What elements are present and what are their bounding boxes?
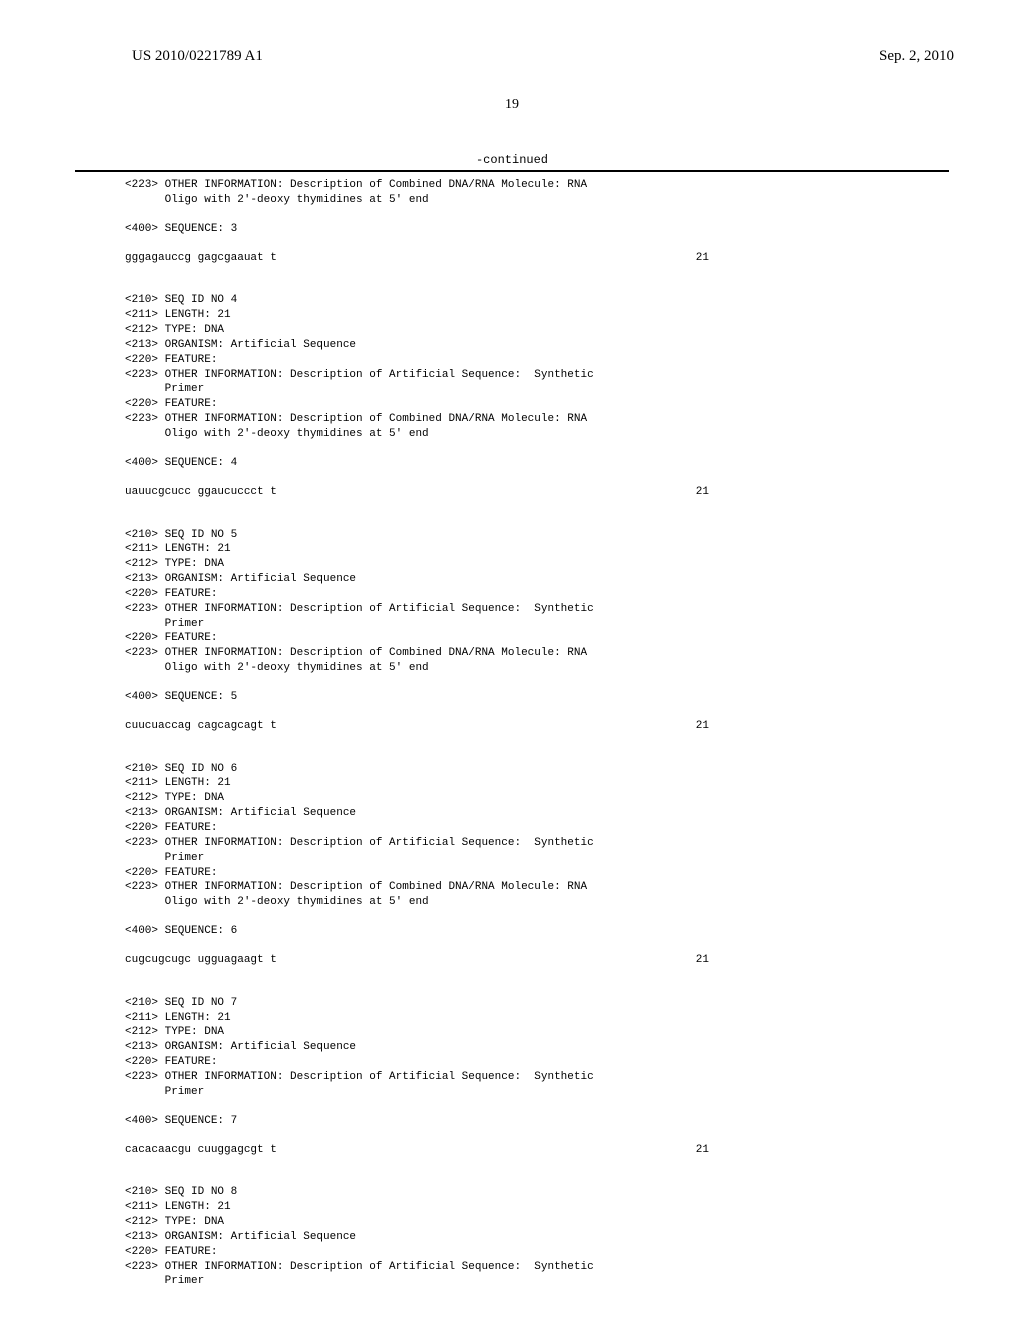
publication-date: Sep. 2, 2010 (879, 48, 954, 65)
seq-tag: <400> SEQUENCE: 5 (125, 690, 949, 705)
page-number: 19 (0, 97, 1024, 113)
seq-meta-line: <220> FEATURE: (125, 353, 949, 368)
seq-meta-line: Primer (125, 1274, 949, 1289)
seq-tag: <400> SEQUENCE: 4 (125, 456, 949, 471)
seq-meta-line: <213> ORGANISM: Artificial Sequence (125, 338, 949, 353)
seq-meta-line: <210> SEQ ID NO 4 (125, 293, 949, 308)
seq-meta-line: <213> ORGANISM: Artificial Sequence (125, 1040, 949, 1055)
seq-meta-line: <223> OTHER INFORMATION: Description of … (125, 1070, 949, 1085)
seq-meta-line: Primer (125, 851, 949, 866)
sequence-row: uauucgcucc ggaucuccct t 21 (125, 485, 949, 500)
sequence-listing: <223> OTHER INFORMATION: Description of … (0, 172, 1024, 1289)
seq-tag: <400> SEQUENCE: 7 (125, 1114, 949, 1129)
seq-meta-line: <211> LENGTH: 21 (125, 542, 949, 557)
sequence-text: uauucgcucc ggaucuccct t (125, 485, 277, 500)
seq-meta-line: <220> FEATURE: (125, 397, 949, 412)
continued-label: -continued (0, 153, 1024, 167)
sequence-row: cugcugcugc ugguagaagt t 21 (125, 953, 949, 968)
seq-meta-line: <212> TYPE: DNA (125, 1215, 949, 1230)
sequence-length: 21 (696, 251, 709, 266)
seq-meta-line: <213> ORGANISM: Artificial Sequence (125, 1230, 949, 1245)
seq-meta-line: <210> SEQ ID NO 5 (125, 528, 949, 543)
sequence-length: 21 (696, 1143, 709, 1158)
seq-meta-line: <223> OTHER INFORMATION: Description of … (125, 646, 949, 661)
seq-tag: <400> SEQUENCE: 6 (125, 924, 949, 939)
seq-meta-line: <220> FEATURE: (125, 1055, 949, 1070)
sequence-text: cugcugcugc ugguagaagt t (125, 953, 277, 968)
seq-meta-line: <213> ORGANISM: Artificial Sequence (125, 572, 949, 587)
seq-meta-line: <210> SEQ ID NO 6 (125, 762, 949, 777)
seq-meta-line: <223> OTHER INFORMATION: Description of … (125, 1260, 949, 1275)
seq-meta-line: <223> OTHER INFORMATION: Description of … (125, 836, 949, 851)
sequence-row: cacacaacgu cuuggagcgt t 21 (125, 1143, 949, 1158)
seq-meta-line: Oligo with 2'-deoxy thymidines at 5' end (125, 193, 949, 208)
seq-meta-line: <220> FEATURE: (125, 1245, 949, 1260)
seq-meta-line: Oligo with 2'-deoxy thymidines at 5' end (125, 895, 949, 910)
sequence-length: 21 (696, 953, 709, 968)
seq-meta-line: <211> LENGTH: 21 (125, 1011, 949, 1026)
seq-meta-line: <212> TYPE: DNA (125, 323, 949, 338)
sequence-row: gggagauccg gagcgaauat t 21 (125, 251, 949, 266)
seq-meta-line: Oligo with 2'-deoxy thymidines at 5' end (125, 427, 949, 442)
seq-meta-line: <220> FEATURE: (125, 587, 949, 602)
seq-meta-line: <213> ORGANISM: Artificial Sequence (125, 806, 949, 821)
seq-meta-line: <212> TYPE: DNA (125, 1025, 949, 1040)
seq-meta-line: <212> TYPE: DNA (125, 791, 949, 806)
seq-meta-line: <210> SEQ ID NO 7 (125, 996, 949, 1011)
seq-meta-line: <220> FEATURE: (125, 821, 949, 836)
seq-tag: <400> SEQUENCE: 3 (125, 222, 949, 237)
seq-meta-line: <211> LENGTH: 21 (125, 776, 949, 791)
seq-meta-line: Primer (125, 1085, 949, 1100)
seq-meta-line: <223> OTHER INFORMATION: Description of … (125, 880, 949, 895)
sequence-text: gggagauccg gagcgaauat t (125, 251, 277, 266)
seq-meta-line: <223> OTHER INFORMATION: Description of … (125, 602, 949, 617)
sequence-length: 21 (696, 485, 709, 500)
seq-meta-line: Primer (125, 617, 949, 632)
seq-meta-line: <223> OTHER INFORMATION: Description of … (125, 412, 949, 427)
seq-meta-line: <220> FEATURE: (125, 631, 949, 646)
seq-meta-line: <212> TYPE: DNA (125, 557, 949, 572)
page-header: US 2010/0221789 A1 Sep. 2, 2010 (0, 0, 1024, 65)
seq-meta-line: <220> FEATURE: (125, 866, 949, 881)
seq-meta-line: <223> OTHER INFORMATION: Description of … (125, 178, 949, 193)
seq-meta-line: <210> SEQ ID NO 8 (125, 1185, 949, 1200)
seq-meta-line: <223> OTHER INFORMATION: Description of … (125, 368, 949, 383)
seq-meta-line: <211> LENGTH: 21 (125, 1200, 949, 1215)
sequence-row: cuucuaccag cagcagcagt t 21 (125, 719, 949, 734)
sequence-text: cuucuaccag cagcagcagt t (125, 719, 277, 734)
sequence-text: cacacaacgu cuuggagcgt t (125, 1143, 277, 1158)
seq-meta-line: <211> LENGTH: 21 (125, 308, 949, 323)
seq-meta-line: Oligo with 2'-deoxy thymidines at 5' end (125, 661, 949, 676)
sequence-length: 21 (696, 719, 709, 734)
publication-number: US 2010/0221789 A1 (132, 48, 263, 65)
seq-meta-line: Primer (125, 382, 949, 397)
